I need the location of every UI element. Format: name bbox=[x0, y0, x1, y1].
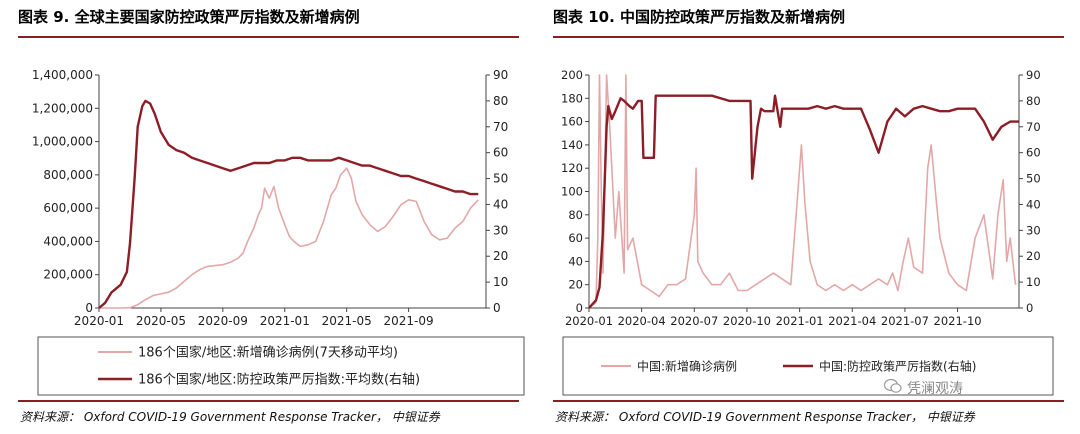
y-tick-label: 20 bbox=[568, 278, 583, 292]
y2-tick-label: 90 bbox=[1026, 68, 1041, 82]
legend-label: 186个国家/地区:防控政策严厉指数:平均数(右轴) bbox=[138, 372, 420, 388]
y2-tick-label: 70 bbox=[1026, 120, 1041, 134]
x-tick-label: 2021-05 bbox=[322, 314, 372, 328]
cases-series-line bbox=[99, 167, 479, 309]
figure-10-panel: 图表 10. 中国防控政策严厉指数及新增病例 0 20 40 60 80 100 120 14… bbox=[535, 0, 1080, 434]
legend-box bbox=[562, 336, 1054, 396]
y-tick-label: 1,400,000 bbox=[32, 68, 93, 82]
x-tick-label: 2021-09 bbox=[384, 314, 434, 328]
y2-tick-label: 40 bbox=[1026, 197, 1041, 211]
y-tick-label: 120 bbox=[561, 161, 583, 175]
index-series-line bbox=[588, 94, 1019, 309]
y2-tick-label: 30 bbox=[493, 223, 508, 237]
title-rule bbox=[18, 36, 519, 38]
y2-tick-label: 50 bbox=[493, 172, 508, 186]
title-rule bbox=[553, 36, 1064, 38]
y2-tick-label: 20 bbox=[1026, 249, 1041, 263]
figure-9-chart: 0 200,000 400,000 600,000 800,000 1,000,000 1,… bbox=[32, 68, 525, 396]
y2-tick-label: 90 bbox=[493, 68, 508, 82]
x-tick-label: 2021-10 bbox=[934, 314, 982, 328]
y2-tick-label: 60 bbox=[1026, 146, 1041, 160]
figure-9-panel: 图表 9. 全球主要国家防控政策严厉指数及新增病例 0 200,000 400,00… bbox=[0, 0, 535, 434]
x-tick-label: 2021-01 bbox=[260, 314, 310, 328]
y-tick-label: 1,000,000 bbox=[32, 135, 93, 149]
x-tick-label: 2020-01 bbox=[565, 314, 613, 328]
index-series-line bbox=[98, 99, 479, 309]
legend-label: 186个国家/地区:新增确诊病例(7天移动平均) bbox=[138, 345, 398, 361]
y2-tick-label: 0 bbox=[493, 301, 501, 315]
x-tick-label: 2020-10 bbox=[723, 314, 771, 328]
source-rule bbox=[18, 400, 519, 402]
figure-10-source: 资料来源： Oxford COVID-19 Government Respons… bbox=[555, 410, 975, 424]
figure-9-title: 图表 9. 全球主要国家防控政策严厉指数及新增病例 bbox=[18, 8, 360, 26]
x-tick-label: 2020-07 bbox=[670, 314, 718, 328]
x-tick-label: 2020-05 bbox=[136, 314, 186, 328]
y2-tick-label: 40 bbox=[493, 197, 508, 211]
y2-tick-label: 80 bbox=[1026, 94, 1041, 108]
x-tick-label: 2021-01 bbox=[776, 314, 824, 328]
y2-tick-label: 60 bbox=[493, 146, 508, 160]
y2-tick-label: 10 bbox=[493, 275, 508, 289]
y-tick-label: 80 bbox=[568, 208, 583, 222]
source-rule bbox=[553, 400, 1064, 402]
y2-tick-label: 50 bbox=[1026, 172, 1041, 186]
figure-9-source: 资料来源： Oxford COVID-19 Government Respons… bbox=[20, 410, 440, 424]
x-tick-label: 2020-04 bbox=[618, 314, 666, 328]
legend-box bbox=[37, 336, 525, 396]
legend-label: 中国:防控政策严厉指数(右轴) bbox=[819, 359, 976, 374]
y-tick-label: 800,000 bbox=[43, 168, 93, 182]
y-tick-label: 60 bbox=[568, 231, 583, 245]
y-tick-label: 600,000 bbox=[43, 201, 93, 215]
y2-tick-label: 30 bbox=[1026, 223, 1041, 237]
y-tick-label: 400,000 bbox=[43, 234, 93, 248]
x-tick-label: 2020-09 bbox=[198, 314, 248, 328]
y2-tick-label: 10 bbox=[1026, 275, 1041, 289]
figure-10-chart: 0 20 40 60 80 100 120 140 160 180 200 0 10 20 30 40 50 60… bbox=[561, 68, 1054, 396]
y-tick-label: 180 bbox=[561, 91, 583, 105]
x-tick-label: 2021-04 bbox=[828, 314, 876, 328]
y2-tick-label: 80 bbox=[493, 94, 508, 108]
y-tick-label: 0 bbox=[85, 301, 93, 315]
watermark-text: 凭澜观涛 bbox=[907, 381, 963, 397]
y-tick-label: 1,200,000 bbox=[32, 101, 93, 115]
x-tick-label: 2020-01 bbox=[74, 314, 124, 328]
legend-label: 中国:新增确诊病例 bbox=[637, 359, 737, 374]
y-tick-label: 200,000 bbox=[43, 268, 93, 282]
y-tick-label: 0 bbox=[576, 301, 583, 315]
y-tick-label: 140 bbox=[561, 138, 583, 152]
y2-tick-label: 0 bbox=[1026, 301, 1033, 315]
figure-10-title: 图表 10. 中国防控政策严厉指数及新增病例 bbox=[553, 8, 846, 26]
wechat-icon bbox=[884, 378, 902, 393]
y-tick-label: 200 bbox=[561, 68, 583, 82]
y-tick-label: 160 bbox=[561, 115, 583, 129]
y2-tick-label: 20 bbox=[493, 249, 508, 263]
x-tick-label: 2021-07 bbox=[881, 314, 929, 328]
y-tick-label: 100 bbox=[561, 185, 583, 199]
y-tick-label: 40 bbox=[568, 254, 583, 268]
y2-tick-label: 70 bbox=[493, 120, 508, 134]
